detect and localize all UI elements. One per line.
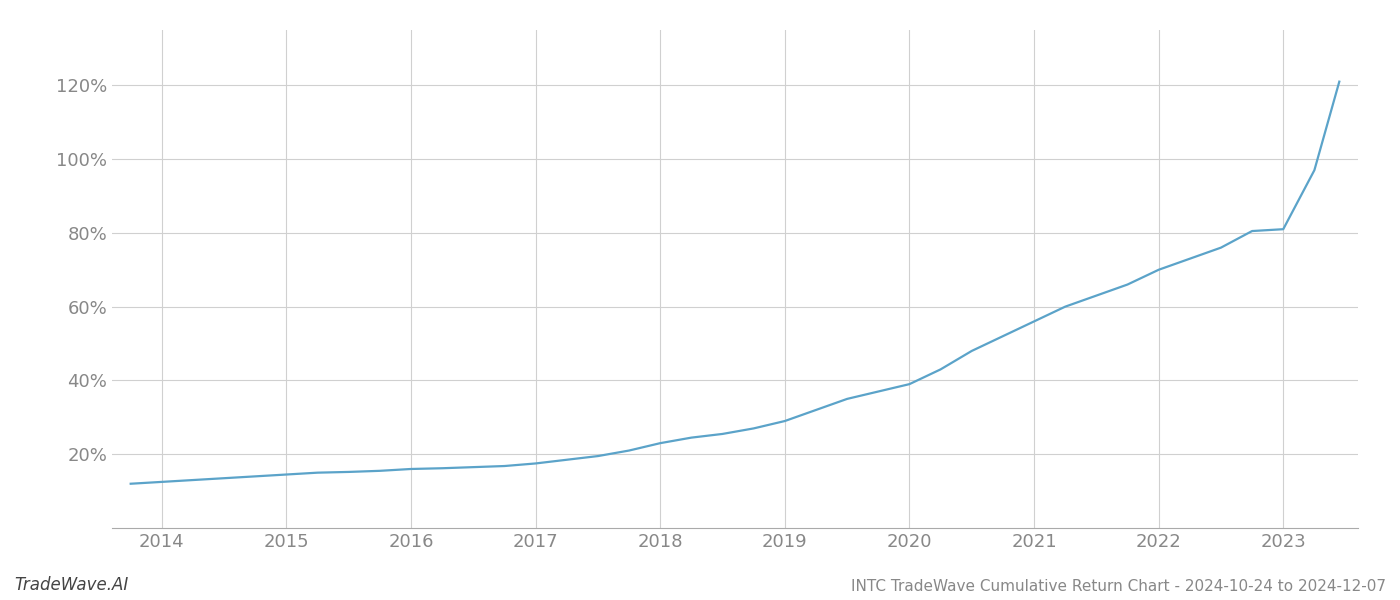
Text: TradeWave.AI: TradeWave.AI: [14, 576, 129, 594]
Text: INTC TradeWave Cumulative Return Chart - 2024-10-24 to 2024-12-07: INTC TradeWave Cumulative Return Chart -…: [851, 579, 1386, 594]
